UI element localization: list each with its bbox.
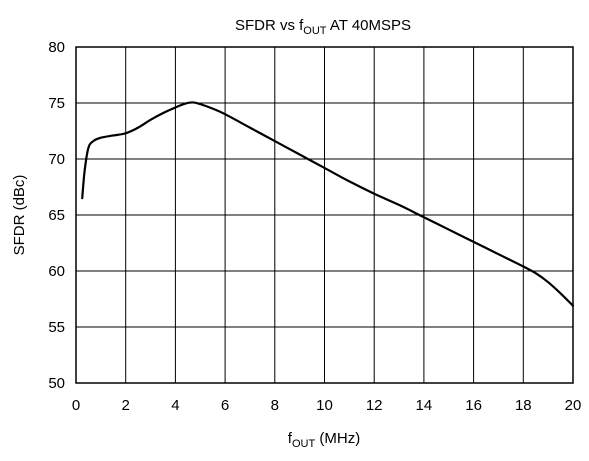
y-tick-label: 50 bbox=[48, 375, 65, 392]
y-tick-label: 55 bbox=[48, 319, 65, 336]
x-tick-label: 18 bbox=[515, 397, 532, 414]
y-tick-label: 80 bbox=[48, 39, 65, 56]
x-tick-label: 20 bbox=[565, 397, 582, 414]
x-tick-label: 12 bbox=[366, 397, 383, 414]
x-tick-label: 4 bbox=[171, 397, 179, 414]
y-axis-label: SFDR (dBc) bbox=[11, 175, 28, 256]
x-tick-label: 0 bbox=[72, 397, 80, 414]
x-tick-label: 6 bbox=[221, 397, 229, 414]
y-tick-label: 75 bbox=[48, 95, 65, 112]
y-tick-label: 70 bbox=[48, 151, 65, 168]
sfdr-series-line bbox=[81, 101, 575, 307]
tick-labels: 0 2 4 6 8 10 12 14 16 18 20 50 55 60 65 70 75 80 bbox=[48, 39, 581, 414]
x-tick-label: 2 bbox=[122, 397, 130, 414]
x-tick-label: 14 bbox=[416, 397, 433, 414]
grid-lines bbox=[75, 46, 574, 384]
y-tick-label: 60 bbox=[48, 263, 65, 280]
x-tick-label: 10 bbox=[316, 397, 333, 414]
x-tick-label: 16 bbox=[465, 397, 482, 414]
x-axis-label: fOUT (MHz) bbox=[288, 430, 360, 450]
series-layer bbox=[81, 101, 575, 307]
plot-frame bbox=[75, 46, 574, 384]
chart-title: SFDR vs fOUT AT 40MSPS bbox=[235, 17, 411, 37]
y-tick-label: 65 bbox=[48, 207, 65, 224]
x-tick-label: 8 bbox=[271, 397, 279, 414]
